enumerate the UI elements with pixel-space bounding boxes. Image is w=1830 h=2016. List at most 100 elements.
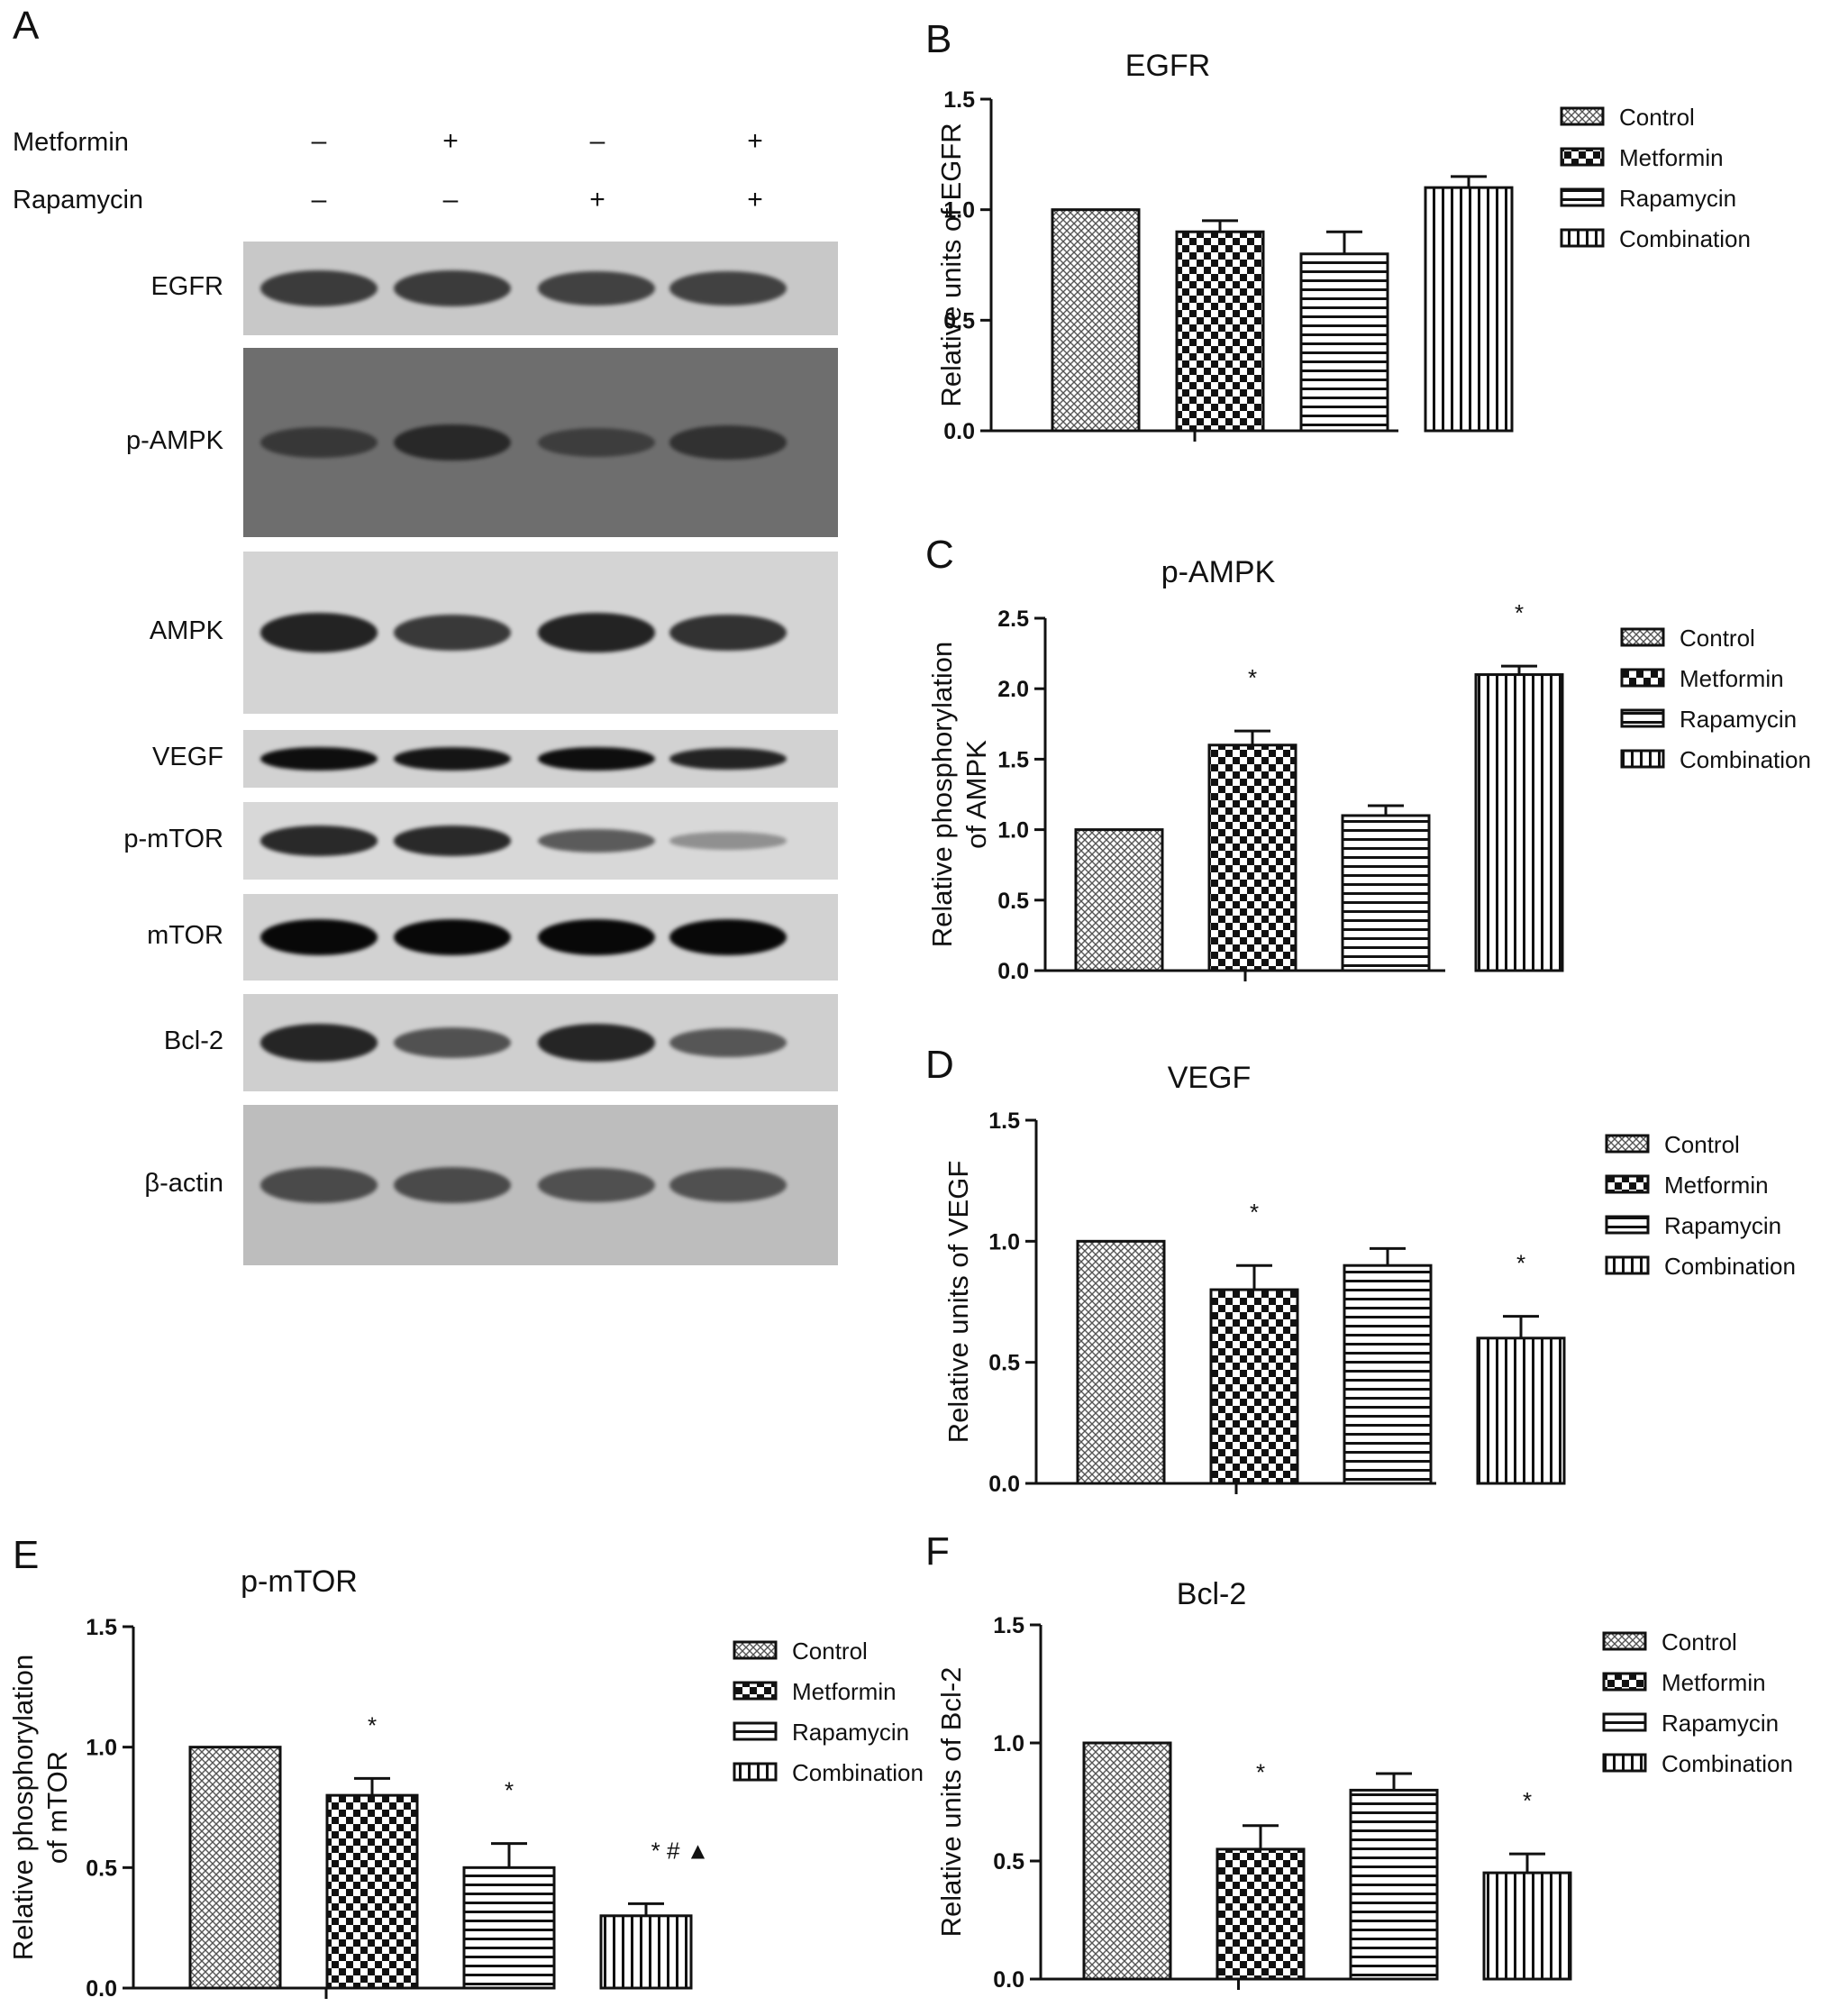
legend-label: Rapamycin	[792, 1719, 909, 1746]
blot-band	[538, 1167, 655, 1203]
y-tick-label: 1.5	[943, 87, 975, 113]
blot-band	[260, 1167, 378, 1203]
blot-band	[394, 615, 511, 651]
y-tick-label: 0.0	[997, 959, 1029, 984]
y-axis-label: of mTOR	[41, 1751, 73, 1864]
blot-strip	[243, 242, 838, 335]
blot-band	[394, 918, 511, 956]
metformin-mark-1: –	[311, 126, 327, 156]
panel-letter: F	[925, 1529, 950, 1574]
legend-label: Metformin	[792, 1678, 897, 1705]
blot-band	[260, 426, 378, 459]
blot-band	[669, 1167, 787, 1203]
chart-panel-f: F Bcl-2 0.0 0.5 1.0 1.5 Relative units of Bcl-…	[925, 1529, 1793, 1993]
y-tick-label: 1.5	[988, 1108, 1020, 1134]
legend-swatch	[1605, 1255, 1650, 1275]
blot-label: p-AMPK	[126, 426, 223, 455]
bar	[1051, 208, 1141, 433]
blot-band	[538, 918, 655, 956]
bar	[1343, 1263, 1433, 1485]
chart-title: p-AMPK	[1161, 555, 1276, 589]
blot-label: VEGF	[152, 743, 223, 771]
blot-band	[669, 1027, 787, 1058]
blot-band	[669, 425, 787, 460]
bar	[1175, 230, 1265, 433]
blot-band	[669, 832, 787, 850]
blot-band	[394, 1026, 511, 1059]
blot-label: EGFR	[150, 272, 223, 301]
blot-band	[538, 746, 655, 771]
blot-band	[260, 269, 378, 307]
blot-strip	[243, 348, 838, 537]
y-axis-label: Relative units of VEGF	[942, 1161, 974, 1444]
bar	[462, 1865, 556, 1990]
bar	[188, 1746, 282, 1990]
legend-label: Control	[1619, 104, 1695, 131]
y-tick-label: 1.0	[997, 818, 1029, 844]
legend-swatch	[1605, 1134, 1650, 1154]
blot-band	[394, 269, 511, 307]
legend-swatch	[1620, 668, 1665, 688]
legend-label: Rapamycin	[1619, 185, 1736, 212]
legend-swatch	[1620, 749, 1665, 769]
blot-band	[260, 746, 378, 771]
significance-marker: *	[505, 1777, 514, 1804]
legend-swatch	[1605, 1215, 1650, 1235]
blot-strip	[243, 994, 838, 1091]
blot-label: mTOR	[147, 921, 223, 950]
bar	[1207, 743, 1297, 972]
y-tick-label: 1.5	[86, 1615, 117, 1640]
legend-swatch	[733, 1721, 778, 1741]
treatment-label-metformin: Metformin	[13, 128, 129, 157]
y-tick-label: 1.0	[993, 1731, 1024, 1756]
y-tick-label: 1.0	[943, 198, 975, 223]
y-tick-label: 1.0	[988, 1229, 1020, 1254]
significance-marker: *	[1256, 1759, 1265, 1786]
metformin-mark-2: +	[442, 126, 459, 156]
y-tick-label: 0.0	[993, 1967, 1024, 1993]
panel-letter-a: A	[13, 4, 40, 48]
legend-label: Metformin	[1662, 1669, 1766, 1696]
blot-label: p-mTOR	[123, 825, 223, 853]
y-tick-label: 1.5	[993, 1613, 1024, 1638]
rapamycin-mark-4: +	[747, 185, 763, 214]
panel-letter: D	[925, 1043, 954, 1087]
y-axis-label: Relative units of EGFR	[935, 123, 967, 406]
legend-label: Metformin	[1619, 144, 1724, 171]
metformin-mark-4: +	[747, 126, 763, 156]
y-tick-label: 1.5	[997, 747, 1029, 772]
legend-swatch	[1560, 187, 1605, 207]
blot-strip	[243, 894, 838, 981]
legend-label: Metformin	[1664, 1172, 1769, 1199]
y-axis-label: Relative units of Bcl-2	[935, 1667, 967, 1938]
significance-marker: *	[1248, 664, 1257, 691]
blot-band	[394, 826, 511, 856]
bar	[1082, 1741, 1172, 1981]
bar	[1209, 1288, 1299, 1485]
significance-marker: * # ▲	[651, 1837, 710, 1864]
chart-title: EGFR	[1125, 49, 1210, 83]
y-tick-label: 0.5	[997, 889, 1029, 914]
bar	[1341, 814, 1431, 972]
blot-band	[260, 918, 378, 956]
blot-strip	[243, 552, 838, 714]
blot-band	[669, 614, 787, 652]
legend-label: Combination	[1680, 746, 1811, 773]
y-tick-label: 0.0	[943, 419, 975, 444]
significance-marker: *	[1523, 1787, 1532, 1814]
chart-panel-b: B EGFR 0.0 0.5 1.0 1.5 Relative units of EGFR C…	[925, 17, 1751, 444]
significance-marker: *	[1516, 1250, 1525, 1277]
legend-label: Combination	[1662, 1750, 1793, 1777]
legend-label: Combination	[1664, 1253, 1796, 1280]
chart-panel-e: Ep-mTOR 0.0 0.5 1.0 1.5 Relative phosphorylat…	[7, 1533, 924, 2002]
y-tick-label: 0.5	[86, 1856, 117, 1881]
blot-band	[394, 1167, 511, 1203]
panel-letter: E	[13, 1533, 39, 1577]
legend-swatch	[733, 1762, 778, 1782]
legend-swatch	[1560, 228, 1605, 248]
legend-swatch	[1560, 106, 1605, 126]
legend-swatch	[1602, 1753, 1647, 1773]
significance-marker: *	[1515, 599, 1524, 626]
y-axis-label: Relative phosphorylation	[7, 1655, 39, 1961]
